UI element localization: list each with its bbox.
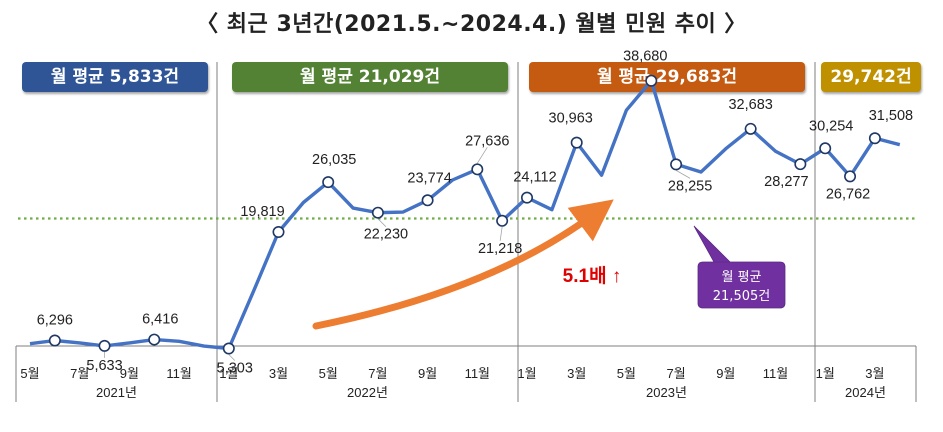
label-leader bbox=[675, 170, 691, 179]
data-label: 31,508 bbox=[869, 108, 913, 124]
x-tick-label: 9월 bbox=[120, 366, 139, 381]
x-tick-label: 3월 bbox=[567, 366, 586, 381]
data-label: 23,774 bbox=[407, 170, 451, 186]
x-tick-label: 7월 bbox=[368, 366, 387, 381]
badge-2024-average: 29,742건 bbox=[821, 62, 921, 92]
data-point-marker bbox=[421, 194, 434, 207]
average-callout-label: 월 평균 bbox=[721, 270, 761, 285]
average-callout-value: 21,505건 bbox=[713, 289, 770, 304]
label-leader bbox=[476, 147, 488, 164]
chart-title: 〈 최근 3년간(2021.5.~2024.4.) 월별 민원 추이 〉 bbox=[196, 12, 747, 37]
data-point-marker bbox=[322, 176, 335, 189]
year-label: 2021년 bbox=[96, 385, 137, 400]
x-tick-label: 3월 bbox=[865, 366, 884, 381]
data-label: 6,416 bbox=[142, 312, 178, 328]
x-tick-label: 11월 bbox=[465, 366, 490, 381]
data-point-marker bbox=[48, 334, 61, 347]
label-leader bbox=[499, 226, 503, 241]
data-point-marker bbox=[371, 206, 384, 219]
data-label: 28,255 bbox=[668, 178, 712, 194]
data-point-marker bbox=[148, 333, 161, 346]
data-label: 26,762 bbox=[826, 186, 870, 202]
x-tick-label: 3월 bbox=[269, 366, 288, 381]
year-label: 2022년 bbox=[347, 385, 388, 400]
x-tick-label: 7월 bbox=[70, 366, 89, 381]
data-point-marker bbox=[819, 142, 832, 155]
growth-label: 5.1배 ↑ bbox=[563, 265, 622, 287]
data-point-marker bbox=[794, 158, 807, 171]
data-label: 6,296 bbox=[37, 313, 73, 329]
badge-2021-average: 월 평균 5,833건 bbox=[22, 62, 208, 92]
data-label: 28,277 bbox=[764, 174, 808, 190]
data-label: 26,035 bbox=[312, 152, 356, 168]
data-label: 32,683 bbox=[728, 97, 772, 113]
data-label: 27,636 bbox=[465, 133, 509, 149]
average-callout: 월 평균 21,505건 bbox=[693, 225, 786, 309]
data-label: 30,963 bbox=[549, 111, 593, 127]
label-leader bbox=[377, 218, 387, 227]
data-point-marker bbox=[520, 191, 533, 204]
data-label: 22,230 bbox=[364, 227, 408, 243]
data-label: 38,680 bbox=[623, 49, 667, 65]
data-label: 19,819 bbox=[240, 204, 284, 220]
label-leader bbox=[228, 354, 236, 361]
x-tick-label: 1월 bbox=[517, 366, 536, 381]
x-tick-label: 1월 bbox=[816, 366, 835, 381]
badge-2023-average: 월 평균 29,683건 bbox=[529, 62, 805, 92]
data-point-marker bbox=[670, 158, 683, 171]
x-tick-label: 11월 bbox=[166, 366, 191, 381]
data-label: 24,112 bbox=[513, 170, 556, 186]
data-point-marker bbox=[471, 163, 484, 176]
year-label: 2023년 bbox=[646, 385, 687, 400]
data-point-marker bbox=[744, 122, 757, 135]
data-label: 5,303 bbox=[217, 360, 253, 376]
data-point-marker bbox=[496, 214, 509, 227]
year-label: 2024년 bbox=[845, 385, 886, 400]
x-tick-label: 11월 bbox=[763, 366, 788, 381]
x-tick-label: 9월 bbox=[418, 366, 437, 381]
data-label: 21,218 bbox=[478, 241, 522, 257]
data-point-marker bbox=[222, 342, 235, 355]
data-point-marker bbox=[272, 226, 285, 239]
data-label: 5,633 bbox=[86, 358, 122, 374]
data-point-marker bbox=[570, 136, 583, 149]
data-label: 30,254 bbox=[809, 118, 853, 134]
x-tick-label: 9월 bbox=[716, 366, 735, 381]
x-tick-label: 1월 bbox=[219, 366, 238, 381]
x-tick-label: 5월 bbox=[319, 366, 338, 381]
data-point-marker bbox=[844, 170, 857, 183]
growth-arrow bbox=[312, 199, 614, 330]
data-point-marker bbox=[868, 132, 881, 145]
x-tick-label: 5월 bbox=[20, 366, 39, 381]
x-tick-label: 7월 bbox=[666, 366, 685, 381]
data-point-marker bbox=[98, 339, 111, 352]
data-point-marker bbox=[645, 74, 658, 87]
x-tick-label: 5월 bbox=[617, 366, 636, 381]
badge-2022-average: 월 평균 21,029건 bbox=[232, 62, 508, 92]
